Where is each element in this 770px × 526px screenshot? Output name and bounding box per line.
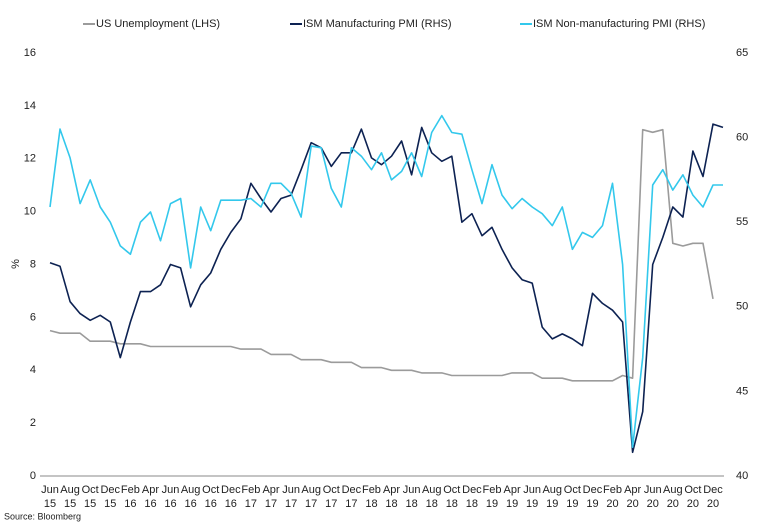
legend-label: ISM Non-manufacturing PMI (RHS) [533, 18, 705, 30]
x-tick-label: 16 [225, 498, 237, 510]
x-tick-label: Feb [241, 484, 260, 496]
legend-label: US Unemployment (LHS) [96, 18, 220, 30]
x-tick-label: 19 [486, 498, 498, 510]
y2-tick-label: 55 [736, 216, 748, 228]
x-tick-label: Oct [443, 484, 460, 496]
x-tick-label: Dec [221, 484, 241, 496]
source-note: Source: Bloomberg [4, 511, 81, 521]
x-tick-label: Jun [644, 484, 662, 496]
x-tick-label: Jun [162, 484, 180, 496]
x-tick-label: Apr [624, 484, 641, 496]
x-tick-label: 20 [687, 498, 699, 510]
x-tick-label: 16 [185, 498, 197, 510]
x-tick-label: Oct [564, 484, 581, 496]
x-tick-label: 19 [526, 498, 538, 510]
y2-tick-label: 40 [736, 470, 748, 482]
x-tick-label: Apr [383, 484, 400, 496]
y-axis-label: % [10, 259, 22, 269]
y2-tick-label: 60 [736, 132, 748, 144]
x-tick-label: Aug [60, 484, 80, 496]
x-tick-label: Feb [362, 484, 381, 496]
x-tick-label: 17 [345, 498, 357, 510]
x-tick-label: 15 [44, 498, 56, 510]
y-tick-label: 6 [30, 311, 36, 323]
x-tick-label: Oct [82, 484, 99, 496]
y-tick-label: 14 [24, 100, 36, 112]
x-tick-label: Jun [403, 484, 421, 496]
x-tick-label: 20 [627, 498, 639, 510]
x-tick-label: 15 [64, 498, 76, 510]
x-tick-label: Aug [422, 484, 442, 496]
y2-tick-label: 45 [736, 385, 748, 397]
x-tick-label: Apr [504, 484, 521, 496]
x-tick-label: 20 [647, 498, 659, 510]
y-tick-label: 0 [30, 470, 36, 482]
y-tick-label: 4 [30, 364, 36, 376]
y-tick-label: 12 [24, 153, 36, 165]
x-tick-label: 19 [586, 498, 598, 510]
x-tick-label: 17 [265, 498, 277, 510]
x-tick-label: 17 [285, 498, 297, 510]
x-tick-label: 20 [707, 498, 719, 510]
x-tick-label: Dec [342, 484, 362, 496]
y2-tick-label: 50 [736, 301, 748, 313]
y-tick-label: 8 [30, 258, 36, 270]
x-tick-label: 20 [667, 498, 679, 510]
x-tick-label: 16 [124, 498, 136, 510]
y-tick-label: 2 [30, 417, 36, 429]
x-tick-label: Dec [583, 484, 603, 496]
x-tick-label: 16 [205, 498, 217, 510]
x-tick-label: Jun [41, 484, 59, 496]
x-tick-label: Oct [202, 484, 219, 496]
x-tick-label: 18 [466, 498, 478, 510]
x-tick-label: Aug [542, 484, 562, 496]
x-tick-label: 17 [245, 498, 257, 510]
x-tick-label: 15 [84, 498, 96, 510]
x-tick-label: Oct [323, 484, 340, 496]
x-tick-label: Feb [603, 484, 622, 496]
series-line [49, 128, 714, 382]
x-tick-label: 18 [406, 498, 418, 510]
x-tick-label: 19 [566, 498, 578, 510]
x-tick-label: Dec [100, 484, 120, 496]
x-tick-label: Dec [703, 484, 723, 496]
x-tick-label: Feb [483, 484, 502, 496]
x-tick-label: Aug [663, 484, 683, 496]
x-tick-label: 18 [446, 498, 458, 510]
x-tick-label: 16 [144, 498, 156, 510]
x-tick-label: Jun [523, 484, 541, 496]
x-tick-label: 18 [365, 498, 377, 510]
x-tick-label: 17 [325, 498, 337, 510]
y-tick-label: 10 [24, 206, 36, 218]
legend-label: ISM Manufacturing PMI (RHS) [303, 18, 452, 30]
series-line [49, 123, 724, 454]
x-tick-label: Aug [301, 484, 321, 496]
x-tick-label: Dec [462, 484, 482, 496]
series-line [49, 114, 723, 448]
x-tick-label: Apr [262, 484, 279, 496]
x-tick-label: 16 [164, 498, 176, 510]
x-tick-label: 18 [426, 498, 438, 510]
y2-tick-label: 65 [736, 47, 748, 59]
x-tick-label: Apr [142, 484, 159, 496]
x-tick-label: Aug [181, 484, 201, 496]
x-tick-label: 19 [546, 498, 558, 510]
x-tick-label: 20 [606, 498, 618, 510]
x-tick-label: 18 [385, 498, 397, 510]
x-tick-label: 17 [305, 498, 317, 510]
x-tick-label: 15 [104, 498, 116, 510]
x-tick-label: 19 [506, 498, 518, 510]
x-tick-label: Feb [121, 484, 140, 496]
x-tick-label: Jun [282, 484, 300, 496]
x-tick-label: Oct [684, 484, 701, 496]
y-tick-label: 16 [24, 47, 36, 59]
